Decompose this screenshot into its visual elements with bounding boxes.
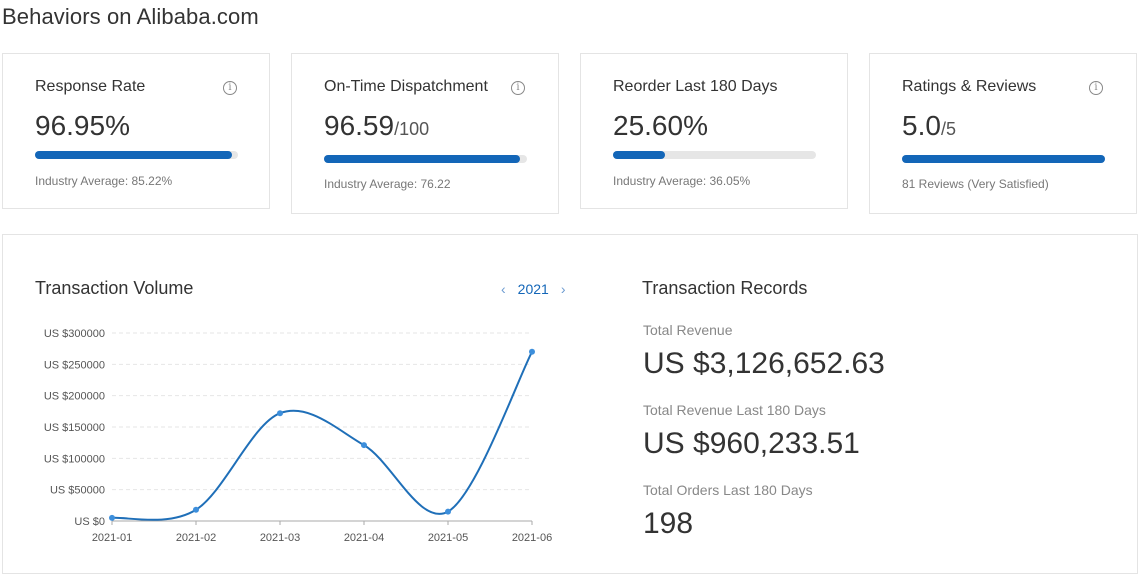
total-revenue-label: Total Revenue xyxy=(643,322,733,338)
transaction-volume-title: Transaction Volume xyxy=(35,278,194,298)
metric-card-ratings-reviews: Ratings & Reviews i 5.0/5 81 Reviews (Ve… xyxy=(869,53,1137,214)
chevron-left-icon[interactable]: ‹ xyxy=(501,281,506,298)
progress-bar-fill xyxy=(35,151,232,159)
y-tick-label: US $150000 xyxy=(44,422,105,434)
progress-bar xyxy=(613,151,816,159)
y-tick-label: US $100000 xyxy=(44,453,105,465)
info-icon[interactable]: i xyxy=(511,81,525,95)
industry-average-note: Industry Average: 76.22 xyxy=(324,177,451,191)
y-tick-label: US $250000 xyxy=(44,359,105,371)
y-tick-label: US $300000 xyxy=(44,328,105,340)
data-point xyxy=(445,508,451,515)
x-tick-label: 2021-03 xyxy=(260,532,300,544)
data-point xyxy=(277,410,283,417)
metric-value: 96.95% xyxy=(35,110,130,141)
revenue-180-days-value: US $960,233.51 xyxy=(643,427,860,460)
page-title: Behaviors on Alibaba.com xyxy=(2,4,259,29)
orders-180-days-label: Total Orders Last 180 Days xyxy=(643,482,813,498)
metric-card-on-time-dispatchment: On-Time Dispatchment i 96.59/100 Industr… xyxy=(291,53,559,214)
series-line xyxy=(111,351,533,521)
data-point xyxy=(529,348,535,355)
x-tick-label: 2021-01 xyxy=(92,532,132,544)
industry-average-note: Industry Average: 36.05% xyxy=(613,174,751,188)
metric-label: Reorder Last 180 Days xyxy=(613,78,778,95)
metric-label: Response Rate xyxy=(35,78,146,95)
metric-card-reorder: Reorder Last 180 Days 25.60% Industry Av… xyxy=(580,53,848,209)
transaction-panel: Transaction Volume ‹ 2021 › US $0 US $50000… xyxy=(2,234,1138,574)
transaction-volume-chart: US $0 US $50000 US $100000 US $150000 US $20… xyxy=(44,328,552,544)
y-tick-label: US $50000 xyxy=(50,485,105,497)
x-tick-label: 2021-05 xyxy=(428,532,468,544)
x-tick-label: 2021-04 xyxy=(344,532,384,544)
total-revenue-value: US $3,126,652.63 xyxy=(643,347,885,380)
progress-bar xyxy=(324,155,527,163)
transaction-records-title: Transaction Records xyxy=(642,278,808,298)
y-tick-label: US $0 xyxy=(74,516,105,528)
progress-bar-fill xyxy=(324,155,521,163)
metric-value: 96.59/100 xyxy=(324,110,430,141)
data-point xyxy=(109,514,115,521)
metric-value: 25.60% xyxy=(613,110,708,141)
metric-card-response-rate: Response Rate i 96.95% Industry Average:… xyxy=(2,53,270,209)
year-value[interactable]: 2021 xyxy=(517,281,549,298)
revenue-180-days-label: Total Revenue Last 180 Days xyxy=(643,402,826,418)
data-point xyxy=(361,442,367,449)
x-tick-label: 2021-02 xyxy=(176,532,216,544)
data-point xyxy=(193,506,199,513)
x-tick-label: 2021-06 xyxy=(512,532,552,544)
progress-bar xyxy=(35,151,238,159)
reviews-count-note: 81 Reviews (Very Satisfied) xyxy=(902,177,1049,191)
metric-label: On-Time Dispatchment xyxy=(324,78,488,95)
progress-bar-fill xyxy=(902,155,1105,163)
progress-bar-fill xyxy=(613,151,665,159)
industry-average-note: Industry Average: 85.22% xyxy=(35,174,173,188)
y-tick-label: US $200000 xyxy=(44,391,105,403)
chevron-right-icon[interactable]: › xyxy=(560,281,566,298)
metric-label: Ratings & Reviews xyxy=(902,78,1037,95)
year-selector: ‹ 2021 › xyxy=(497,280,570,297)
metric-value: 5.0/5 xyxy=(902,110,956,141)
progress-bar xyxy=(902,155,1105,163)
orders-180-days-value: 198 xyxy=(643,507,694,540)
info-icon[interactable]: i xyxy=(223,81,237,95)
info-icon[interactable]: i xyxy=(1089,81,1103,95)
